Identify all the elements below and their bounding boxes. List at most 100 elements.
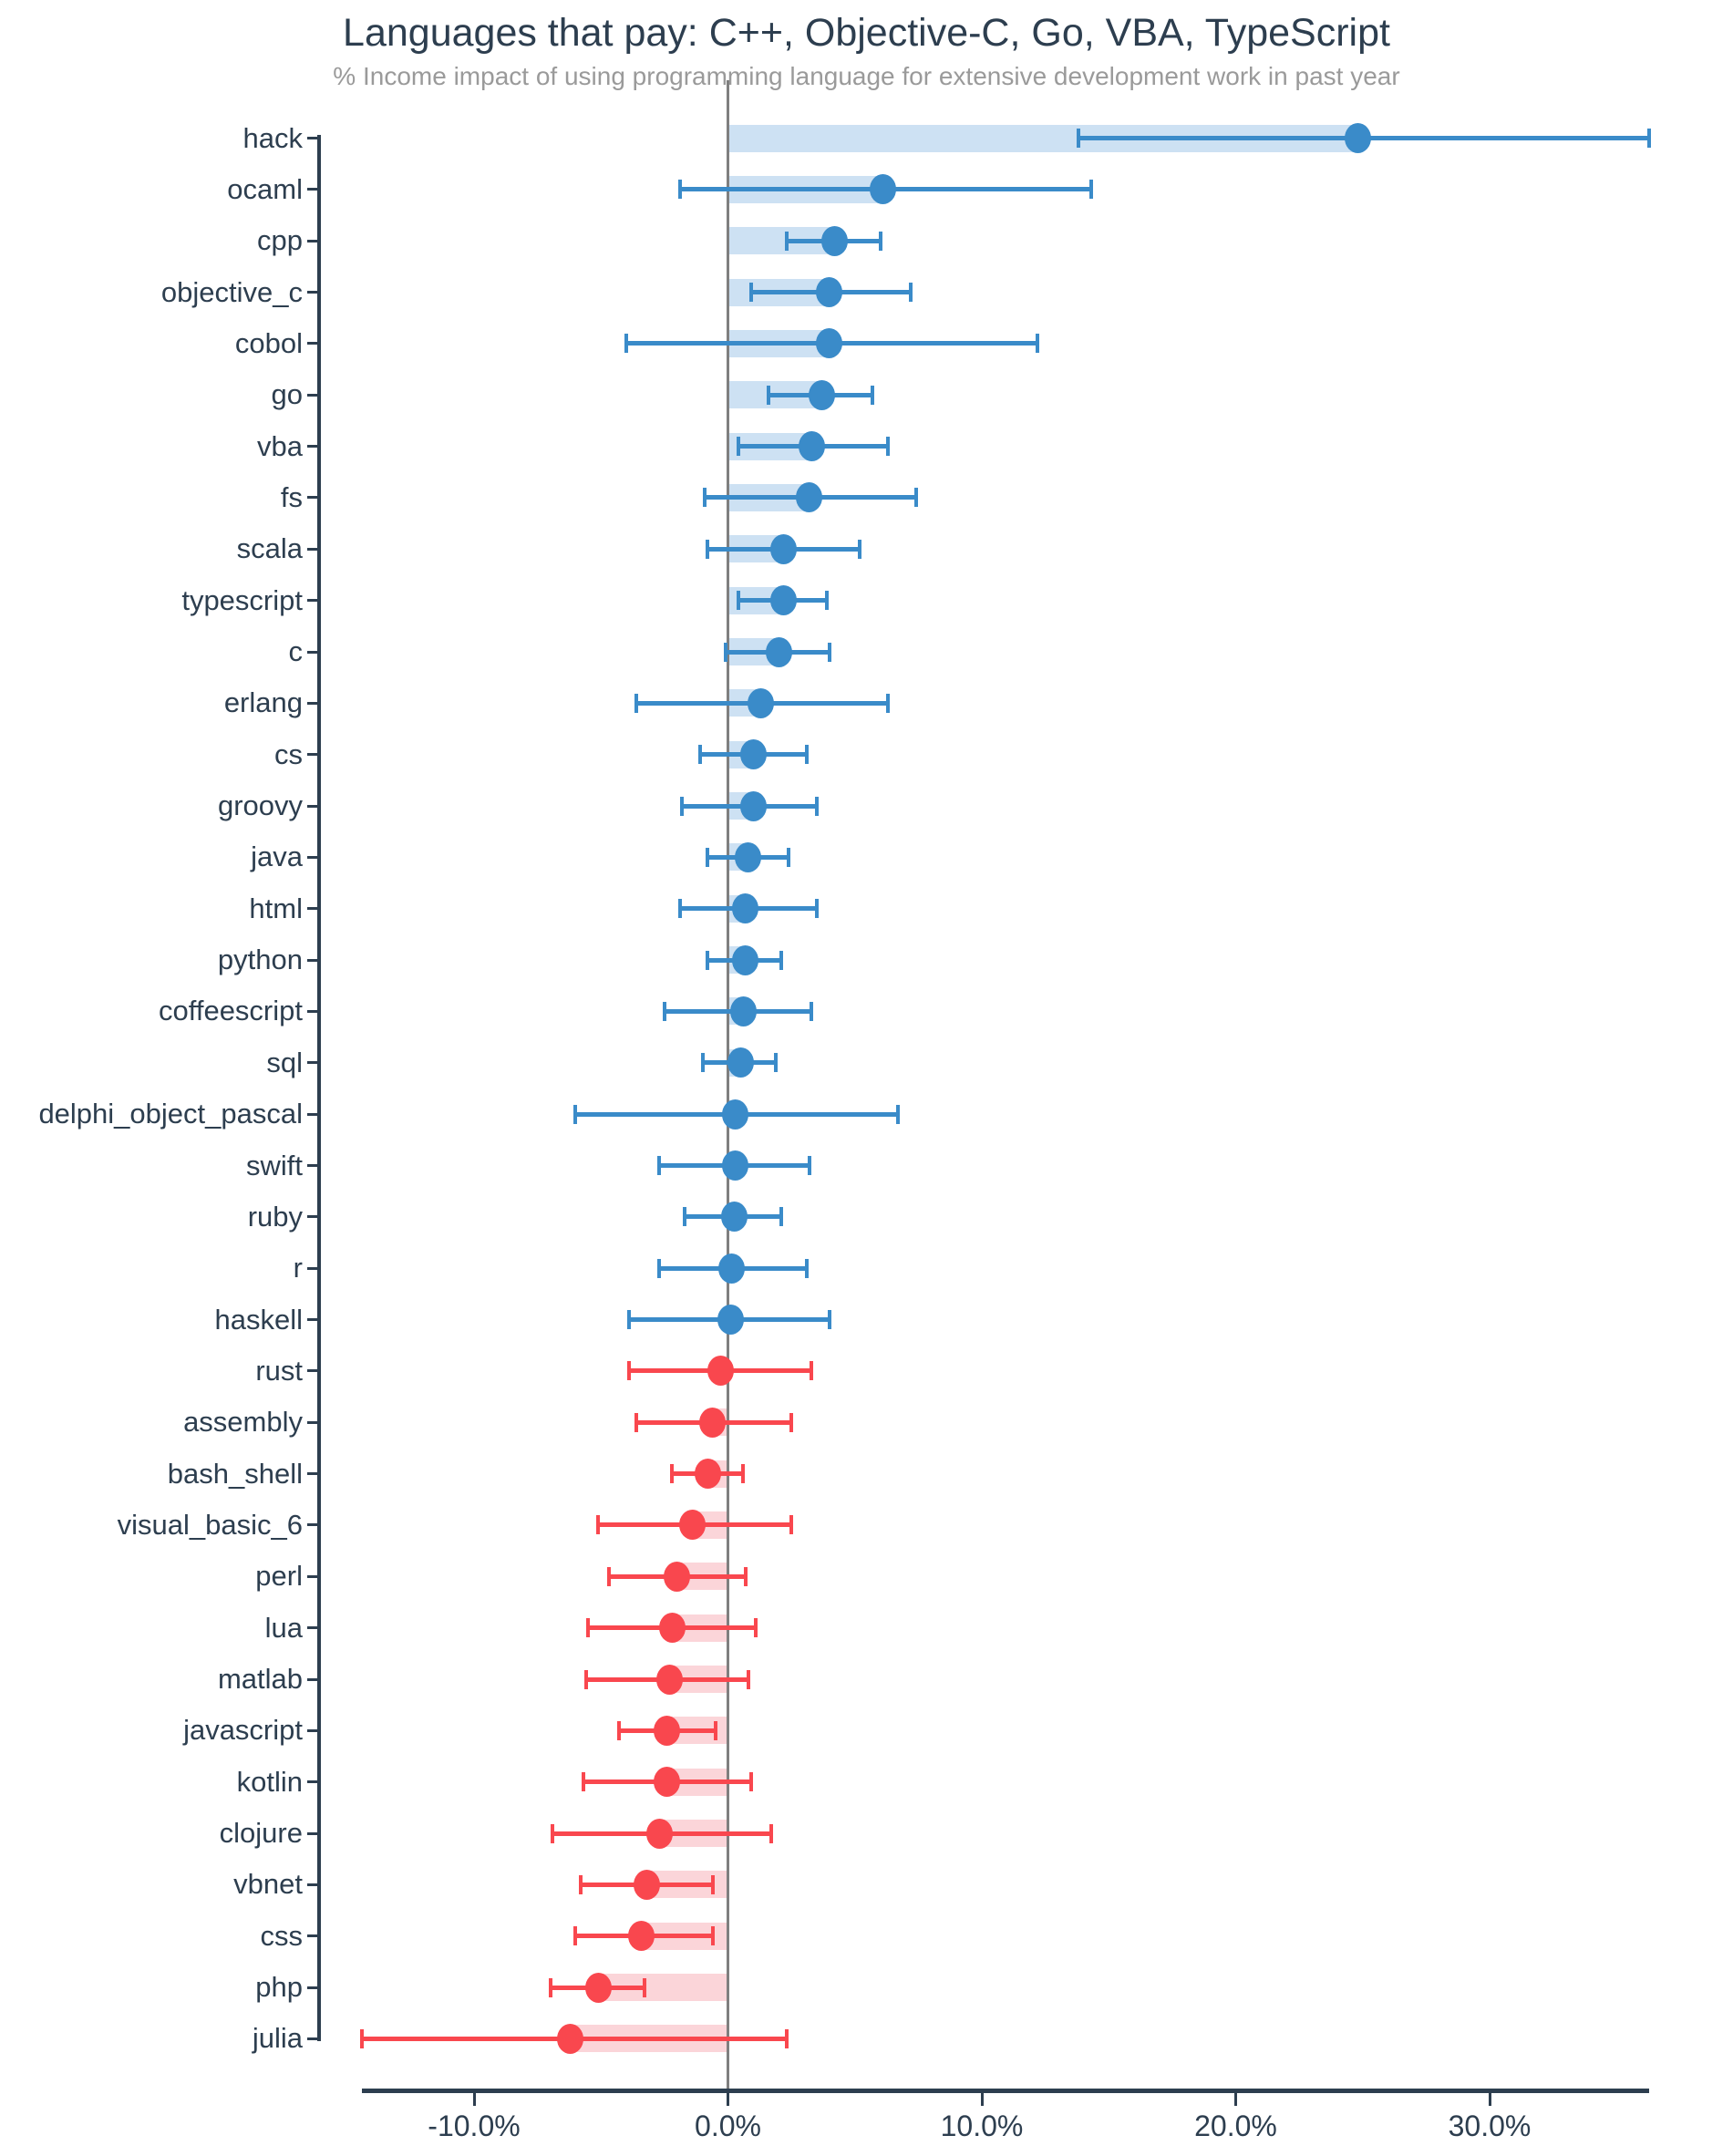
category-label: lua — [264, 1611, 303, 1644]
y-axis-tick — [307, 496, 319, 500]
point-dot — [820, 225, 848, 256]
ci-cap-low — [606, 1566, 611, 1586]
ci-cap-high — [748, 1772, 753, 1792]
category-label: julia — [252, 2022, 303, 2055]
point-dot — [699, 1407, 727, 1438]
ci-cap-high — [779, 950, 783, 970]
point-dot — [727, 1047, 754, 1078]
ci-cap-high — [754, 1618, 758, 1638]
ci-cap-high — [1647, 129, 1652, 148]
category-label: cpp — [257, 224, 303, 257]
category-label: typescript — [181, 583, 303, 616]
y-axis-spine — [317, 135, 321, 2042]
ci-cap-low — [634, 1412, 639, 1432]
ci-cap-low — [657, 1156, 662, 1175]
ci-cap-low — [583, 1669, 588, 1689]
x-tick-label: 30.0% — [1448, 2110, 1532, 2142]
ci-cap-high — [710, 1926, 715, 1946]
ci-cap-high — [1088, 180, 1093, 200]
ci-cap-high — [804, 745, 809, 765]
ci-cap-low — [706, 950, 710, 970]
y-axis-tick — [307, 907, 319, 911]
y-axis-tick — [307, 1883, 319, 1886]
category-label: rust — [255, 1354, 303, 1387]
y-axis-tick — [307, 1420, 319, 1424]
y-axis-tick — [307, 2037, 319, 2040]
x-axis-tick — [1234, 2093, 1237, 2106]
category-label: sql — [266, 1046, 303, 1078]
ci-cap-low — [767, 385, 771, 405]
x-axis-tick — [1488, 2093, 1491, 2106]
ci-cap-low — [624, 334, 629, 354]
y-axis-tick — [307, 1164, 319, 1167]
category-label: vbnet — [233, 1868, 303, 1901]
category-label: cs — [274, 738, 303, 770]
ci-cap-high — [774, 1053, 779, 1073]
ci-cap-high — [814, 796, 819, 816]
x-tick-label: 20.0% — [1194, 2110, 1277, 2142]
ci-cap-high — [858, 539, 862, 559]
point-dot — [748, 687, 775, 718]
y-axis-tick — [307, 1009, 319, 1013]
ci-cap-low — [573, 1104, 578, 1124]
y-axis-tick — [307, 342, 319, 346]
category-label: kotlin — [236, 1765, 303, 1798]
ci-cap-low — [736, 591, 740, 611]
y-axis-tick — [307, 1934, 319, 1938]
y-axis-tick — [307, 701, 319, 705]
x-tick-label: 0.0% — [695, 2110, 761, 2142]
x-tick-label: 10.0% — [940, 2110, 1024, 2142]
y-axis-tick — [307, 137, 319, 139]
y-axis-tick — [307, 445, 319, 449]
chart-subtitle: % Income impact of using programming lan… — [333, 62, 1400, 90]
point-dot — [628, 1921, 655, 1952]
ci-cap-high — [642, 1977, 646, 1997]
point-dot — [654, 1767, 681, 1798]
ci-cap-high — [810, 1361, 814, 1381]
point-dot — [809, 379, 836, 410]
ci-cap-high — [814, 899, 819, 919]
category-label: erlang — [223, 686, 303, 719]
point-dot — [658, 1613, 686, 1644]
y-axis-tick — [307, 1318, 319, 1322]
point-dot — [732, 944, 759, 975]
ci-cap-high — [885, 693, 890, 713]
ci-cap-low — [706, 847, 710, 867]
ci-cap-low — [634, 693, 639, 713]
category-label: coffeescript — [159, 995, 303, 1027]
y-axis-tick — [307, 599, 319, 603]
point-dot — [770, 533, 798, 564]
ci-cap-low — [662, 1001, 666, 1021]
y-axis-tick — [307, 855, 319, 859]
category-label: html — [249, 892, 303, 924]
category-label: clojure — [219, 1817, 303, 1850]
ci-cap-high — [769, 1823, 773, 1843]
category-label: visual_basic_6 — [117, 1508, 303, 1541]
ci-cap-high — [779, 1207, 783, 1227]
category-label: haskell — [214, 1303, 304, 1336]
ci-cap-low — [700, 1053, 705, 1073]
ci-cap-low — [703, 488, 707, 508]
y-axis-tick — [307, 547, 319, 551]
point-dot — [694, 1459, 721, 1490]
point-dot — [679, 1510, 706, 1541]
category-label: ocaml — [227, 172, 303, 205]
chart-title: Languages that pay: C++, Objective-C, Go… — [343, 11, 1390, 55]
ci-cap-high — [746, 1669, 750, 1689]
ci-cap-low — [573, 1926, 578, 1946]
category-label: swift — [246, 1149, 303, 1181]
y-axis-tick — [307, 1831, 319, 1835]
ci-cap-low — [578, 1874, 583, 1894]
ci-cap-high — [810, 1001, 814, 1021]
ci-cap-low — [680, 796, 685, 816]
category-label: hack — [242, 121, 303, 154]
ci-cap-low — [551, 1823, 555, 1843]
ci-cap-low — [616, 1720, 621, 1740]
x-axis-tick — [727, 2093, 729, 2106]
point-dot — [732, 893, 759, 924]
ci-cap-low — [706, 539, 710, 559]
ci-cap-low — [723, 642, 727, 662]
point-dot — [765, 636, 792, 667]
zero-reference-line — [727, 80, 729, 2089]
